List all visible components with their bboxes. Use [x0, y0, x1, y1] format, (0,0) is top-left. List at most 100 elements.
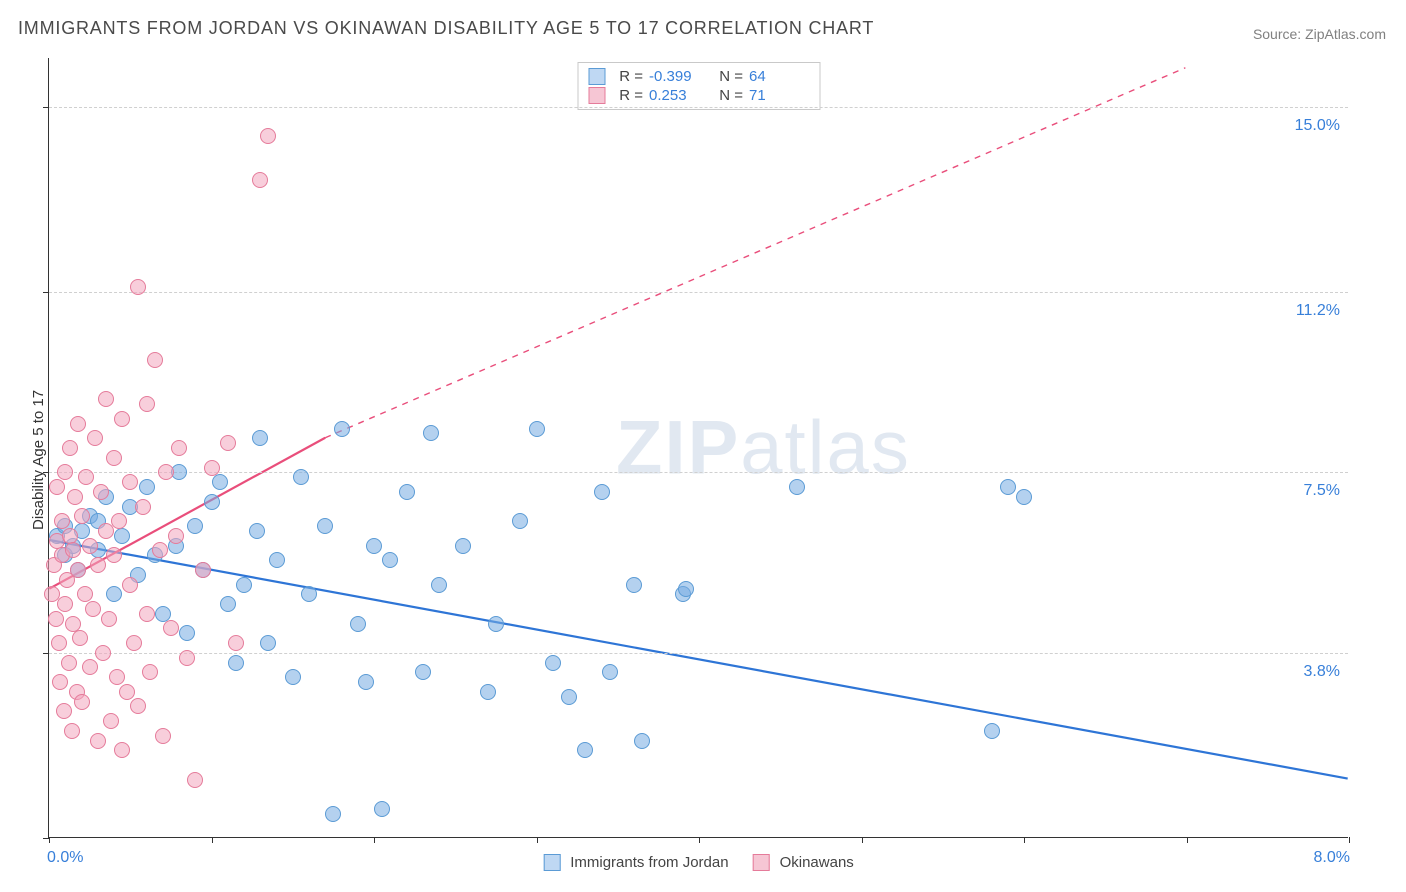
scatter-point-okinawans [74, 694, 90, 710]
scatter-point-jordan [139, 479, 155, 495]
scatter-point-okinawans [114, 411, 130, 427]
chart-container: IMMIGRANTS FROM JORDAN VS OKINAWAN DISAB… [0, 0, 1406, 892]
scatter-point-jordan [228, 655, 244, 671]
scatter-point-okinawans [220, 435, 236, 451]
scatter-point-jordan [1016, 489, 1032, 505]
scatter-point-okinawans [126, 635, 142, 651]
swatch-okinawans [753, 854, 770, 871]
scatter-point-okinawans [62, 440, 78, 456]
scatter-point-okinawans [139, 396, 155, 412]
scatter-point-okinawans [72, 630, 88, 646]
scatter-point-okinawans [65, 616, 81, 632]
scatter-point-okinawans [111, 513, 127, 529]
scatter-point-jordan [334, 421, 350, 437]
scatter-point-okinawans [82, 659, 98, 675]
swatch-jordan [543, 854, 560, 871]
swatch-okinawans [588, 87, 605, 104]
chart-title: IMMIGRANTS FROM JORDAN VS OKINAWAN DISAB… [18, 18, 874, 39]
n-value-jordan: 64 [749, 68, 809, 85]
scatter-point-okinawans [74, 508, 90, 524]
scatter-point-okinawans [168, 528, 184, 544]
y-tick [43, 472, 49, 473]
y-tick [43, 653, 49, 654]
scatter-point-okinawans [57, 596, 73, 612]
x-tick [1024, 837, 1025, 843]
scatter-point-okinawans [54, 513, 70, 529]
scatter-point-okinawans [106, 450, 122, 466]
scatter-point-jordan [561, 689, 577, 705]
scatter-point-okinawans [52, 674, 68, 690]
scatter-point-jordan [114, 528, 130, 544]
scatter-point-okinawans [119, 684, 135, 700]
scatter-point-okinawans [147, 352, 163, 368]
scatter-point-jordan [455, 538, 471, 554]
scatter-point-jordan [602, 664, 618, 680]
legend-label-okinawans: Okinawans [780, 854, 854, 871]
scatter-point-jordan [634, 733, 650, 749]
legend-item-jordan: Immigrants from Jordan [543, 854, 728, 871]
scatter-point-okinawans [103, 713, 119, 729]
x-tick [212, 837, 213, 843]
scatter-point-okinawans [77, 586, 93, 602]
scatter-point-okinawans [195, 562, 211, 578]
n-value-okinawans: 71 [749, 87, 809, 104]
y-tick-label: 3.8% [1304, 663, 1340, 681]
r-value-okinawans: 0.253 [649, 87, 709, 104]
scatter-point-okinawans [228, 635, 244, 651]
scatter-point-jordan [350, 616, 366, 632]
scatter-point-okinawans [109, 669, 125, 685]
scatter-point-okinawans [48, 611, 64, 627]
y-tick-label: 11.2% [1296, 302, 1340, 320]
grid-line [49, 653, 1348, 654]
scatter-point-okinawans [56, 703, 72, 719]
scatter-point-jordan [626, 577, 642, 593]
scatter-point-okinawans [87, 430, 103, 446]
scatter-point-okinawans [130, 698, 146, 714]
scatter-point-jordan [382, 552, 398, 568]
scatter-point-okinawans [114, 742, 130, 758]
scatter-point-jordan [577, 742, 593, 758]
scatter-point-jordan [249, 523, 265, 539]
x-max-label: 8.0% [1314, 849, 1350, 867]
x-tick [862, 837, 863, 843]
scatter-point-okinawans [179, 650, 195, 666]
scatter-point-jordan [187, 518, 203, 534]
scatter-point-jordan [488, 616, 504, 632]
scatter-point-jordan [236, 577, 252, 593]
y-tick-label: 15.0% [1295, 117, 1340, 135]
scatter-point-okinawans [152, 542, 168, 558]
scatter-point-jordan [374, 801, 390, 817]
scatter-point-jordan [325, 806, 341, 822]
scatter-point-okinawans [122, 577, 138, 593]
scatter-point-okinawans [130, 279, 146, 295]
scatter-point-jordan [415, 664, 431, 680]
scatter-point-okinawans [67, 489, 83, 505]
scatter-point-okinawans [62, 528, 78, 544]
x-min-label: 0.0% [47, 849, 83, 867]
scatter-point-okinawans [61, 655, 77, 671]
r-label: R = [615, 68, 643, 85]
scatter-point-okinawans [106, 547, 122, 563]
scatter-point-jordan [984, 723, 1000, 739]
trend-lines [49, 58, 1348, 837]
scatter-point-okinawans [260, 128, 276, 144]
scatter-point-okinawans [82, 538, 98, 554]
scatter-point-okinawans [90, 557, 106, 573]
scatter-point-jordan [545, 655, 561, 671]
scatter-point-jordan [594, 484, 610, 500]
scatter-point-okinawans [57, 464, 73, 480]
scatter-point-jordan [1000, 479, 1016, 495]
scatter-point-jordan [301, 586, 317, 602]
series-legend: Immigrants from Jordan Okinawans [543, 854, 854, 871]
scatter-point-jordan [480, 684, 496, 700]
x-tick [537, 837, 538, 843]
scatter-point-okinawans [142, 664, 158, 680]
scatter-point-jordan [512, 513, 528, 529]
scatter-point-jordan [212, 474, 228, 490]
scatter-point-jordan [423, 425, 439, 441]
x-tick [1187, 837, 1188, 843]
scatter-point-okinawans [70, 562, 86, 578]
scatter-point-jordan [285, 669, 301, 685]
legend-row-jordan: R = -0.399 N = 64 [588, 67, 809, 86]
swatch-jordan [588, 68, 605, 85]
